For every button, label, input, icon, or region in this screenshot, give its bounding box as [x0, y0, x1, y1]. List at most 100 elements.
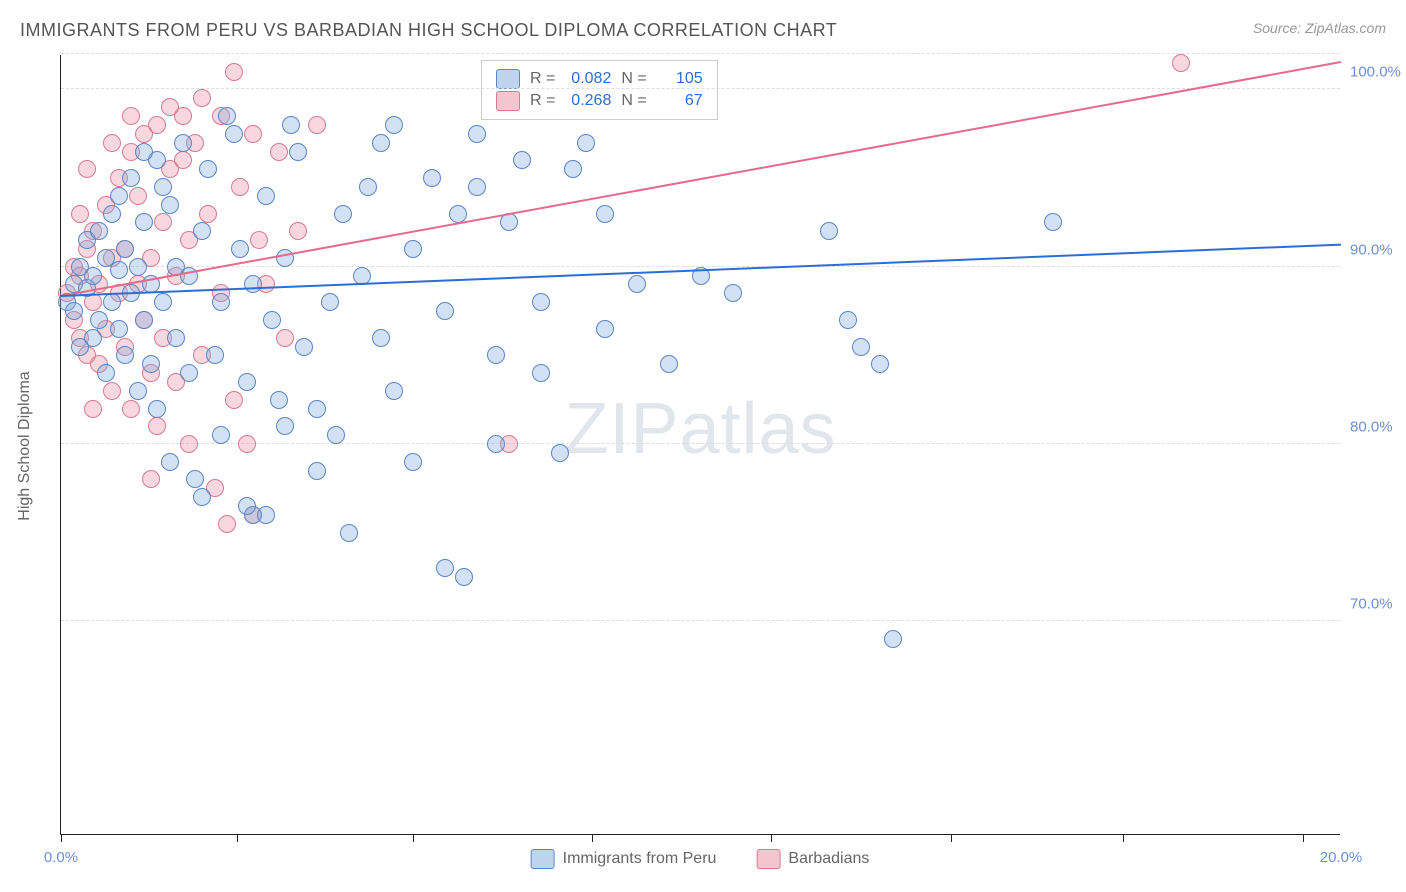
data-point: [148, 116, 166, 134]
data-point: [212, 293, 230, 311]
data-point: [84, 400, 102, 418]
source-prefix: Source:: [1253, 20, 1305, 36]
data-point: [295, 338, 313, 356]
legend-row-blue: R = 0.082 N = 105: [496, 69, 703, 89]
data-point: [628, 275, 646, 293]
gridline: [61, 620, 1340, 621]
data-point: [206, 346, 224, 364]
data-point: [154, 213, 172, 231]
x-tick: [1123, 834, 1124, 842]
n-value-blue: 105: [657, 70, 703, 88]
data-point: [487, 346, 505, 364]
data-point: [372, 134, 390, 152]
data-point: [122, 169, 140, 187]
data-point: [468, 125, 486, 143]
gridline: [61, 53, 1340, 54]
source-name: ZipAtlas.com: [1305, 20, 1386, 36]
data-point: [167, 329, 185, 347]
watermark: ZIPatlas: [564, 388, 836, 470]
data-point: [218, 515, 236, 533]
data-point: [564, 160, 582, 178]
data-point: [884, 630, 902, 648]
data-point: [372, 329, 390, 347]
data-point: [225, 63, 243, 81]
data-point: [193, 222, 211, 240]
data-point: [103, 293, 121, 311]
swatch-blue-icon: [496, 69, 520, 89]
data-point: [436, 302, 454, 320]
swatch-pink-icon: [496, 91, 520, 111]
gridline: [61, 88, 1340, 89]
data-point: [154, 178, 172, 196]
data-point: [218, 107, 236, 125]
x-tick: [237, 834, 238, 842]
r-value-pink: 0.268: [565, 92, 611, 110]
x-tick: [592, 834, 593, 842]
data-point: [276, 329, 294, 347]
chart-area: ZIPatlas R = 0.082 N = 105 R = 0.268 N =…: [60, 55, 1340, 835]
data-point: [238, 373, 256, 391]
data-point: [596, 320, 614, 338]
data-point: [103, 205, 121, 223]
data-point: [110, 320, 128, 338]
data-point: [404, 453, 422, 471]
data-point: [250, 231, 268, 249]
data-point: [449, 205, 467, 223]
data-point: [174, 134, 192, 152]
data-point: [289, 222, 307, 240]
data-point: [513, 151, 531, 169]
data-point: [282, 116, 300, 134]
data-point: [199, 205, 217, 223]
data-point: [116, 346, 134, 364]
data-point: [142, 470, 160, 488]
data-point: [71, 205, 89, 223]
data-point: [180, 435, 198, 453]
data-point: [193, 488, 211, 506]
data-point: [276, 417, 294, 435]
data-point: [340, 524, 358, 542]
data-point: [359, 178, 377, 196]
data-point: [852, 338, 870, 356]
data-point: [871, 355, 889, 373]
data-point: [455, 568, 473, 586]
data-point: [122, 107, 140, 125]
data-point: [84, 329, 102, 347]
data-point: [724, 284, 742, 302]
data-point: [129, 187, 147, 205]
data-point: [532, 364, 550, 382]
y-tick-label: 80.0%: [1350, 419, 1406, 436]
data-point: [122, 400, 140, 418]
data-point: [551, 444, 569, 462]
n-value-pink: 67: [657, 92, 703, 110]
data-point: [660, 355, 678, 373]
y-axis-label: High School Diploma: [16, 371, 34, 520]
y-tick-label: 100.0%: [1350, 64, 1406, 81]
data-point: [327, 426, 345, 444]
data-point: [468, 178, 486, 196]
r-value-blue: 0.082: [565, 70, 611, 88]
n-label: N =: [621, 92, 646, 110]
data-point: [84, 267, 102, 285]
x-tick: [951, 834, 952, 842]
data-point: [820, 222, 838, 240]
correlation-legend: R = 0.082 N = 105 R = 0.268 N = 67: [481, 60, 718, 120]
watermark-atlas: atlas: [679, 389, 836, 469]
data-point: [199, 160, 217, 178]
data-point: [1172, 54, 1190, 72]
x-tick: [1303, 834, 1304, 842]
data-point: [289, 143, 307, 161]
data-point: [180, 364, 198, 382]
data-point: [148, 417, 166, 435]
data-point: [308, 462, 326, 480]
data-point: [238, 435, 256, 453]
data-point: [577, 134, 595, 152]
data-point: [103, 382, 121, 400]
legend-item-pink: Barbadians: [756, 849, 869, 869]
data-point: [1044, 213, 1062, 231]
data-point: [308, 116, 326, 134]
data-point: [135, 213, 153, 231]
data-point: [110, 187, 128, 205]
data-point: [161, 196, 179, 214]
data-point: [308, 400, 326, 418]
data-point: [257, 187, 275, 205]
